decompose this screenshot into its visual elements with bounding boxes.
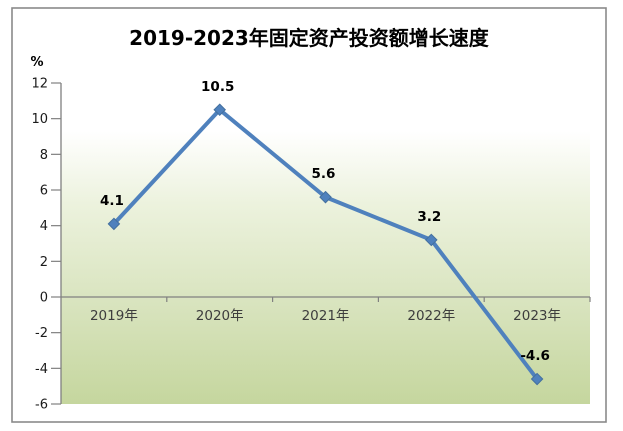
plot-area-background <box>61 83 590 404</box>
data-point-marker <box>213 103 227 117</box>
data-point-label: 4.1 <box>100 193 124 209</box>
y-tick-label: -6 <box>35 398 48 413</box>
axes-layer: 12 10 8 6 4 2 0 -2 -4 -6 2019年 2020年 2021年 2022年 2023年 <box>31 77 591 413</box>
x-category-label: 2020年 <box>196 308 244 324</box>
data-point-label: -4.6 <box>520 348 550 364</box>
x-category-label: 2022年 <box>407 308 455 324</box>
y-tick-label: 2 <box>40 255 48 270</box>
data-point-label: 5.6 <box>312 166 336 182</box>
x-category-label: 2019年 <box>90 308 138 324</box>
data-point-marker <box>107 217 121 231</box>
chart-title: 2019-2023年固定资产投资额增长速度 <box>129 26 490 50</box>
data-point-label: 3.2 <box>417 209 441 225</box>
series-layer <box>107 103 544 386</box>
y-tick-label: 10 <box>31 112 48 127</box>
y-tick-label: 6 <box>40 184 48 199</box>
data-point-marker <box>424 233 438 247</box>
x-category-label: 2023年 <box>513 308 561 324</box>
x-category-label: 2021年 <box>302 308 350 324</box>
data-point-marker <box>530 372 544 386</box>
data-point-label: 10.5 <box>201 79 234 95</box>
y-tick-label: -2 <box>35 326 48 341</box>
data-point-marker <box>319 190 332 204</box>
y-axis-unit-label: % <box>30 55 43 70</box>
y-tick-label: 4 <box>40 219 48 234</box>
data-labels-layer: 4.1 10.5 5.6 3.2 -4.6 <box>100 79 550 364</box>
y-tick-label: 8 <box>40 148 48 163</box>
y-tick-label: -4 <box>35 362 48 377</box>
y-tick-label: 0 <box>40 291 48 306</box>
y-tick-label: 12 <box>31 77 48 92</box>
